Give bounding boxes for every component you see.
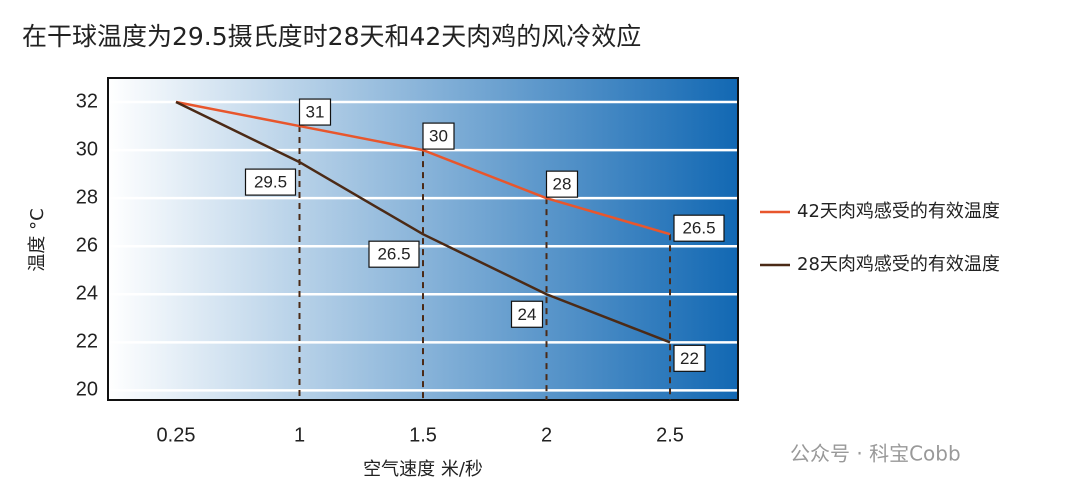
data-label: 30 [429,127,448,146]
y-tick-label: 32 [76,90,98,112]
legend-label: 42天肉鸡感受的有效温度 [797,201,1000,222]
data-label: 31 [306,103,325,122]
chart-title: 在干球温度为29.5摄氏度时28天和42天肉鸡的风冷效应 [22,22,641,51]
data-label: 26.5 [377,245,410,264]
y-axis-label: 温度 °C [27,208,48,271]
data-label: 26.5 [682,219,715,238]
line [175,100,671,236]
data-label: 22 [680,349,699,368]
y-tick-label: 22 [76,331,98,353]
y-tick-label: 20 [76,379,98,401]
x-tick-label: 1.5 [409,424,437,446]
line [175,100,671,344]
x-tick-label: 0.25 [157,424,196,446]
x-tick-label: 2 [541,424,552,446]
y-tick-label: 30 [76,138,98,160]
y-tick-label: 24 [76,283,98,305]
y-tick-label: 26 [76,234,98,256]
data-label-box [510,300,544,328]
data-label-box [368,240,420,268]
x-tick-label: 2.5 [656,424,684,446]
data-label-box [673,214,725,242]
data-label: 24 [518,305,537,324]
data-label: 28 [553,175,572,194]
y-tick-label: 28 [76,186,98,208]
data-label: 29.5 [254,173,287,192]
data-label-box [545,170,579,198]
data-label-box [244,168,297,196]
data-label-box [422,122,455,150]
watermark: 公众号 · 科宝Cobb [790,442,961,466]
x-tick-label: 1 [294,424,305,446]
legend-label: 28天肉鸡感受的有效温度 [797,254,1000,275]
x-axis-label: 空气速度 米/秒 [363,459,483,480]
data-label-box [298,98,332,126]
data-label-box [673,344,706,372]
